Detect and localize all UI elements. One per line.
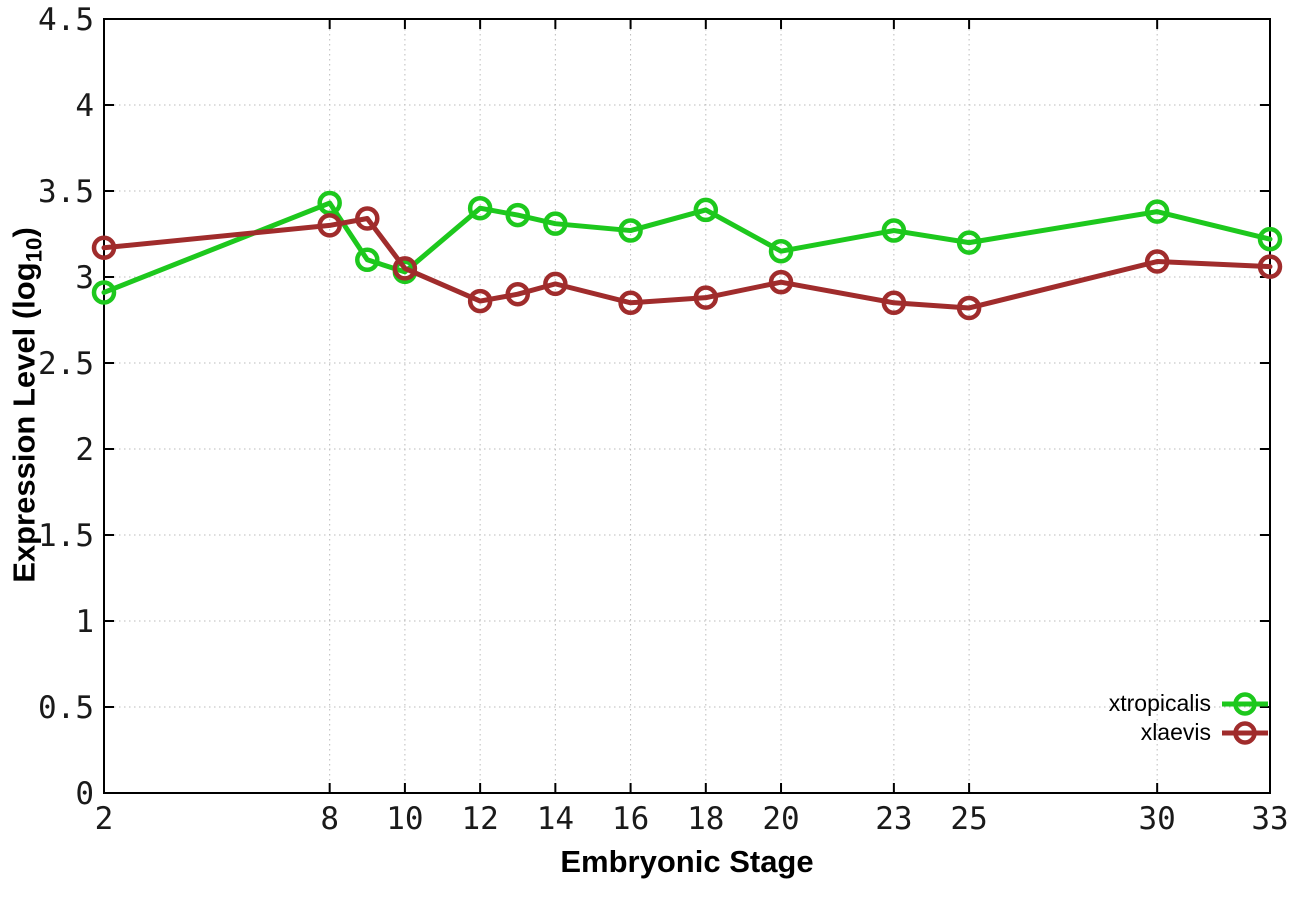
data-point-xlaevis-stage-9 bbox=[355, 206, 380, 231]
data-point-xlaevis-stage-16 bbox=[618, 290, 643, 316]
data-point-xtropicalis-stage-23 bbox=[881, 218, 907, 243]
data-point-xlaevis-stage-8 bbox=[317, 213, 342, 238]
y-axis-title-text: Expression Level (log bbox=[6, 262, 42, 583]
x-tick-label-30: 30 bbox=[1138, 801, 1175, 837]
x-tick-label-12: 12 bbox=[461, 801, 498, 837]
tick-marks bbox=[103, 18, 1271, 794]
data-point-xlaevis-stage-12 bbox=[467, 288, 493, 314]
data-point-xtropicalis-stage-18 bbox=[693, 197, 719, 223]
data-point-xtropicalis-stage-8 bbox=[317, 190, 342, 216]
series-line-xtropicalis bbox=[101, 200, 1273, 295]
y-axis-title-suffix: ) bbox=[6, 227, 42, 238]
y-tick-label-1: 1 bbox=[75, 604, 94, 640]
data-point-xtropicalis-stage-14 bbox=[543, 211, 568, 236]
data-point-xlaevis-stage-14 bbox=[543, 271, 568, 297]
x-tick-label-14: 14 bbox=[537, 801, 574, 837]
data-point-xtropicalis-stage-33 bbox=[1257, 226, 1283, 252]
legend-label-xtropicalis: xtropicalis bbox=[1108, 690, 1211, 716]
legend-entry-xlaevis: xlaevis bbox=[1109, 718, 1269, 747]
y-tick-label-4.5: 4.5 bbox=[38, 2, 94, 38]
y-tick-label-0.5: 0.5 bbox=[38, 690, 94, 726]
data-point-xtropicalis-stage-2 bbox=[91, 280, 117, 305]
x-tick-label-2: 2 bbox=[95, 801, 114, 837]
x-tick-label-25: 25 bbox=[950, 801, 987, 837]
x-tick-label-23: 23 bbox=[875, 801, 912, 837]
y-tick-label-3.5: 3.5 bbox=[38, 174, 94, 210]
data-point-xtropicalis-stage-13 bbox=[505, 202, 530, 228]
legend-sample-line-icon bbox=[1222, 720, 1268, 745]
x-tick-label-33: 33 bbox=[1251, 801, 1288, 837]
y-tick-label-2.5: 2.5 bbox=[38, 346, 94, 382]
x-tick-label-16: 16 bbox=[612, 801, 649, 837]
legend-entry-xtropicalis: xtropicalis bbox=[1109, 689, 1269, 718]
data-point-xlaevis-stage-33 bbox=[1257, 254, 1283, 279]
y-tick-label-2: 2 bbox=[75, 432, 94, 468]
data-point-xtropicalis-stage-20 bbox=[768, 238, 794, 264]
data-point-xlaevis-stage-20 bbox=[768, 269, 794, 295]
data-point-xtropicalis-stage-25 bbox=[956, 230, 982, 255]
y-tick-labels: 0 0.5 1 1.5 2 2.5 3 3.5 4 4.5 bbox=[38, 2, 94, 812]
y-tick-label-1.5: 1.5 bbox=[38, 518, 94, 554]
x-tick-label-18: 18 bbox=[687, 801, 724, 837]
data-point-xtropicalis-stage-30 bbox=[1144, 199, 1170, 224]
data-point-xtropicalis-stage-9 bbox=[355, 247, 380, 273]
x-axis-title: Embryonic Stage bbox=[560, 844, 814, 879]
y-axis-title: Expression Level (log10) bbox=[6, 227, 47, 583]
legend-sample-line-icon bbox=[1222, 691, 1268, 716]
x-tick-labels: 2 8 10 12 14 16 18 20 23 25 30 33 bbox=[95, 801, 1289, 837]
data-point-xtropicalis-stage-16 bbox=[618, 218, 643, 243]
data-point-xlaevis-stage-30 bbox=[1144, 249, 1170, 274]
plot-border bbox=[103, 18, 1271, 794]
y-tick-label-4: 4 bbox=[75, 88, 94, 124]
y-tick-label-3: 3 bbox=[75, 260, 94, 296]
data-point-xlaevis-stage-10 bbox=[392, 256, 418, 281]
gridlines bbox=[103, 18, 1271, 794]
data-point-xlaevis-stage-18 bbox=[693, 285, 719, 310]
data-point-xlaevis-stage-2 bbox=[91, 235, 117, 261]
series-xlaevis bbox=[91, 206, 1283, 321]
x-tick-label-8: 8 bbox=[320, 801, 339, 837]
legend-label-xlaevis: xlaevis bbox=[1140, 719, 1211, 745]
data-point-xlaevis-stage-13 bbox=[505, 281, 530, 307]
x-tick-label-20: 20 bbox=[762, 801, 799, 837]
series-xtropicalis bbox=[91, 190, 1283, 305]
y-tick-label-0: 0 bbox=[75, 776, 94, 812]
x-tick-label-10: 10 bbox=[386, 801, 423, 837]
data-point-xlaevis-stage-25 bbox=[956, 295, 982, 321]
series-line-xlaevis bbox=[101, 216, 1273, 311]
y-axis-title-subscript: 10 bbox=[21, 237, 47, 263]
data-point-xtropicalis-stage-12 bbox=[467, 195, 493, 221]
legend: xtropicalis xlaevis bbox=[1109, 689, 1269, 747]
data-point-xlaevis-stage-23 bbox=[881, 290, 907, 316]
